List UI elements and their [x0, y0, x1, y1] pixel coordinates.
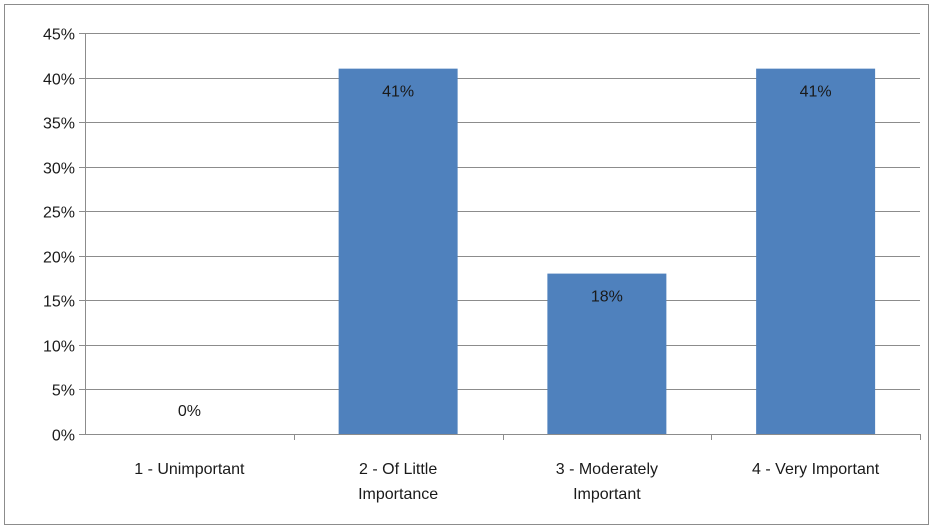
y-tick-label: 35% [43, 116, 75, 133]
x-category-label: Important [573, 486, 641, 503]
x-category-label: 3 - Moderately [556, 461, 658, 478]
y-tick-label: 30% [43, 161, 75, 178]
axes [79, 33, 921, 440]
y-tick-label: 20% [43, 250, 75, 267]
y-tick-label: 40% [43, 72, 75, 89]
labels: 0% 5% 10% 15% 20% 25% 30% 35% 40% 45% 0% 1 - Unimpo… [43, 27, 880, 504]
x-category-label: 2 - Of Little [359, 461, 437, 478]
y-tick-label: 10% [43, 339, 75, 356]
data-label: 41% [382, 84, 414, 101]
data-label: 18% [591, 289, 623, 306]
y-tick-label: 5% [52, 383, 75, 400]
x-category-label: Importance [358, 486, 438, 503]
data-label: 0% [178, 403, 201, 420]
y-tick-label: 0% [52, 428, 75, 445]
x-category-label: 4 - Very Important [752, 461, 880, 478]
bars [338, 68, 876, 435]
y-tick-label: 25% [43, 205, 75, 222]
bar [756, 68, 876, 435]
y-tick-label: 15% [43, 294, 75, 311]
bar [338, 68, 458, 435]
y-tick-label: 45% [43, 27, 75, 44]
bar [547, 273, 667, 434]
x-category-label: 1 - Unimportant [134, 461, 245, 478]
data-label: 41% [800, 84, 832, 101]
